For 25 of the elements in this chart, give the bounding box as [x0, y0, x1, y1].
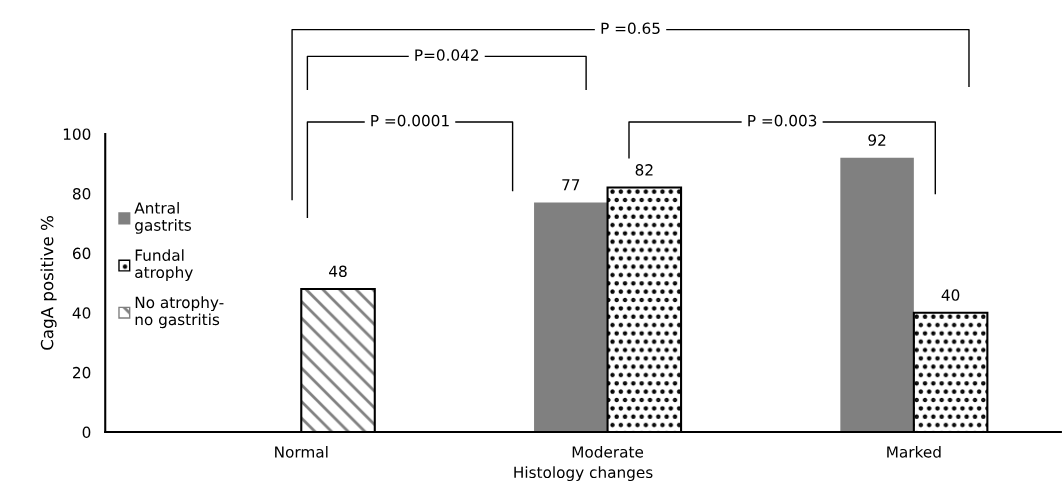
x-axis-title: Histology changes — [514, 466, 653, 482]
y-tick-label: 100 — [63, 128, 91, 140]
y-tick-label: 60 — [72, 247, 91, 260]
data-label: 92 — [868, 134, 886, 146]
text: P=0.042 — [415, 49, 479, 61]
x-tick-label: Moderate — [572, 445, 644, 458]
y-tick-label: 0 — [82, 426, 91, 439]
text: P =0.0001 — [371, 114, 449, 127]
text: P =0.65 — [601, 22, 660, 35]
data-label: 40 — [941, 289, 960, 301]
data-label: 82 — [635, 164, 653, 176]
legend-label: No atrophy- no gastritis — [135, 296, 224, 329]
data-label: 48 — [329, 265, 347, 278]
bar — [840, 157, 914, 433]
x-tick-label: Marked — [887, 445, 941, 458]
text: P =0.003 — [748, 114, 817, 127]
y-tick-label: 40 — [72, 307, 91, 319]
y-axis-title: CagA positive % — [40, 216, 57, 350]
y-tick-label: 80 — [72, 188, 91, 200]
x-tick-label: Normal — [275, 445, 328, 458]
bar — [534, 202, 608, 433]
legend-label: Fundal atrophy — [135, 249, 193, 282]
legend-label: Antral gastrits — [134, 201, 191, 234]
data-label: 77 — [562, 179, 580, 191]
y-tick-label: 20 — [73, 366, 91, 379]
